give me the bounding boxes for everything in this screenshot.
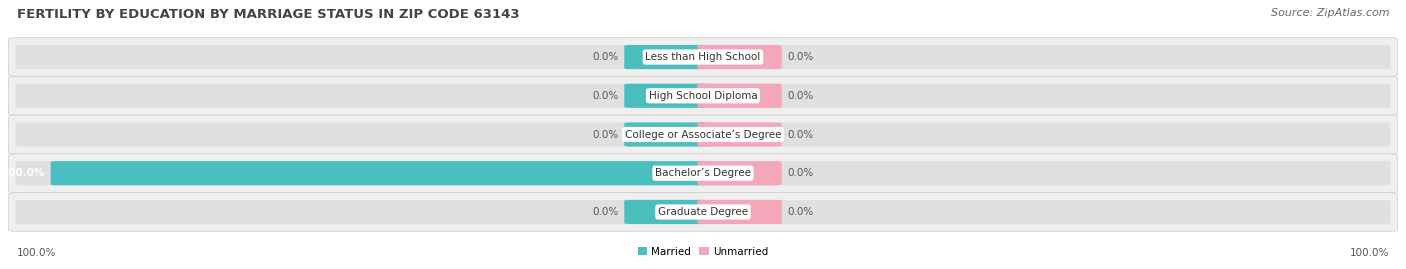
Text: 100.0%: 100.0% bbox=[1, 168, 45, 178]
Text: 0.0%: 0.0% bbox=[592, 52, 619, 62]
Text: 0.0%: 0.0% bbox=[592, 91, 619, 101]
FancyBboxPatch shape bbox=[15, 84, 1391, 108]
Text: FERTILITY BY EDUCATION BY MARRIAGE STATUS IN ZIP CODE 63143: FERTILITY BY EDUCATION BY MARRIAGE STATU… bbox=[17, 8, 519, 21]
FancyBboxPatch shape bbox=[697, 200, 782, 224]
Text: 0.0%: 0.0% bbox=[592, 207, 619, 217]
Text: Bachelor’s Degree: Bachelor’s Degree bbox=[655, 168, 751, 178]
FancyBboxPatch shape bbox=[8, 76, 1398, 115]
FancyBboxPatch shape bbox=[697, 122, 782, 147]
FancyBboxPatch shape bbox=[624, 200, 709, 224]
FancyBboxPatch shape bbox=[15, 161, 1391, 185]
Text: College or Associate’s Degree: College or Associate’s Degree bbox=[624, 129, 782, 140]
FancyBboxPatch shape bbox=[15, 200, 1391, 224]
FancyBboxPatch shape bbox=[8, 193, 1398, 231]
FancyBboxPatch shape bbox=[51, 161, 709, 185]
Text: Less than High School: Less than High School bbox=[645, 52, 761, 62]
Text: 0.0%: 0.0% bbox=[787, 129, 814, 140]
Text: Graduate Degree: Graduate Degree bbox=[658, 207, 748, 217]
FancyBboxPatch shape bbox=[697, 45, 782, 69]
Text: 0.0%: 0.0% bbox=[787, 168, 814, 178]
FancyBboxPatch shape bbox=[624, 45, 709, 69]
Text: 100.0%: 100.0% bbox=[1350, 248, 1389, 258]
Text: 0.0%: 0.0% bbox=[592, 129, 619, 140]
FancyBboxPatch shape bbox=[624, 122, 709, 147]
FancyBboxPatch shape bbox=[697, 161, 782, 185]
FancyBboxPatch shape bbox=[8, 154, 1398, 193]
FancyBboxPatch shape bbox=[624, 84, 709, 108]
Text: 100.0%: 100.0% bbox=[17, 248, 56, 258]
FancyBboxPatch shape bbox=[15, 122, 1391, 147]
FancyBboxPatch shape bbox=[15, 45, 1391, 69]
Text: Source: ZipAtlas.com: Source: ZipAtlas.com bbox=[1271, 8, 1389, 18]
Text: 0.0%: 0.0% bbox=[787, 52, 814, 62]
FancyBboxPatch shape bbox=[8, 38, 1398, 76]
FancyBboxPatch shape bbox=[697, 84, 782, 108]
Text: 0.0%: 0.0% bbox=[787, 207, 814, 217]
FancyBboxPatch shape bbox=[8, 115, 1398, 154]
Legend: Married, Unmarried: Married, Unmarried bbox=[634, 243, 772, 261]
Text: High School Diploma: High School Diploma bbox=[648, 91, 758, 101]
Text: 0.0%: 0.0% bbox=[787, 91, 814, 101]
